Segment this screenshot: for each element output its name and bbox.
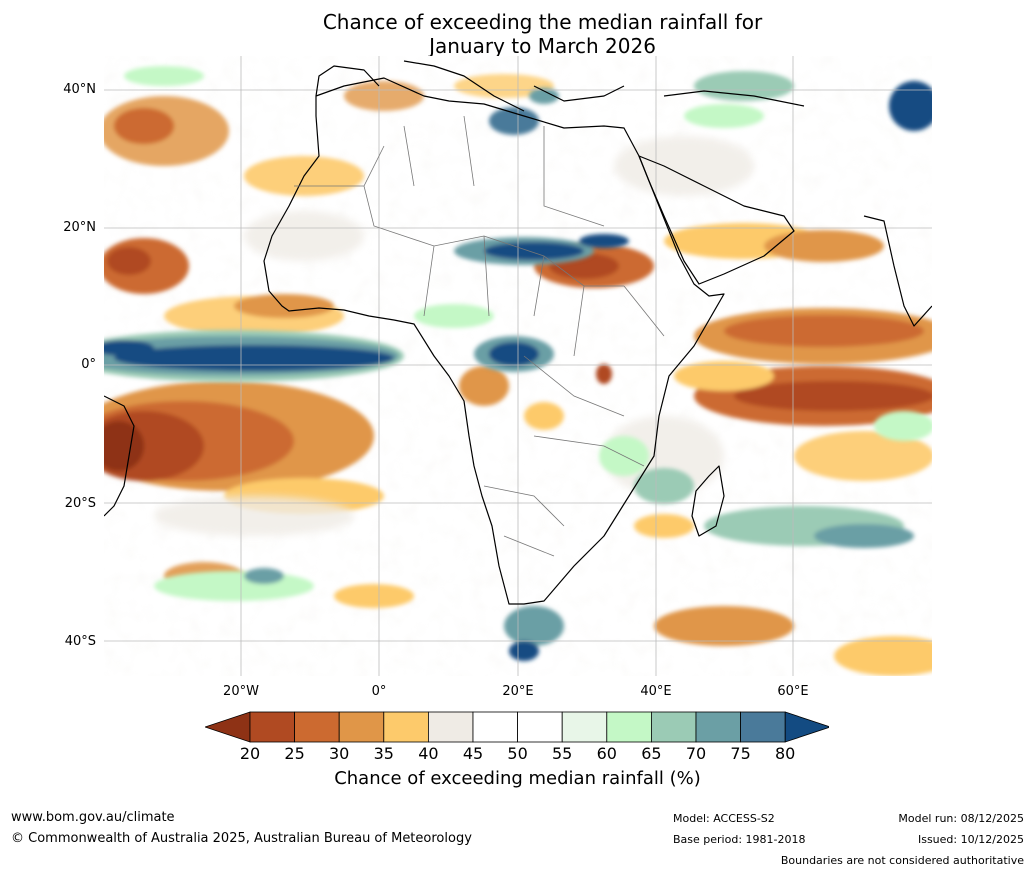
colorbar-segment (472, 711, 518, 743)
lat-label-20s: 20°S (64, 496, 96, 511)
colorbar-segment (561, 711, 608, 743)
title-line-1: Chance of exceeding the median rainfall … (322, 10, 763, 34)
footer-copyright: © Commonwealth of Australia 2025, Austra… (11, 831, 472, 846)
colorbar-segment (294, 711, 340, 743)
colorbar-tick-label: 40 (418, 744, 439, 763)
colorbar-tick-label: 60 (596, 744, 617, 763)
lon-label-20w: 20°W (223, 684, 259, 699)
colorbar-tick-label: 35 (373, 744, 394, 763)
colorbar (205, 711, 829, 743)
colorbar-segment (740, 711, 786, 743)
colorbar-segment (606, 711, 652, 743)
map-canvas (104, 56, 932, 676)
colorbar-segment (383, 711, 429, 743)
country-borders (294, 115, 665, 557)
graticule (104, 56, 932, 676)
colorbar-over-arrow (784, 711, 829, 743)
footer-disclaimer: Boundaries are not considered authoritat… (780, 854, 1024, 867)
lon-label-40e: 40°E (640, 684, 672, 699)
title-line-2: January to March 2026 (429, 34, 656, 58)
colorbar-segment (427, 711, 474, 743)
neutral-regions (154, 136, 754, 536)
colorbar-tick-label: 70 (685, 744, 707, 763)
colorbar-tick-label: 80 (775, 744, 796, 763)
colorbar-under-arrow (205, 711, 251, 743)
footer-website: www.bom.gov.au/climate (11, 810, 175, 825)
colorbar-tick-label: 30 (329, 744, 350, 763)
footer-issued: Issued: 10/12/2025 (917, 833, 1024, 846)
lat-label-20n: 20°N (63, 220, 96, 235)
colorbar-tick-label: 50 (507, 744, 528, 763)
lat-label-40n: 40°N (63, 82, 96, 97)
colorbar-tick-label: 45 (462, 744, 484, 763)
colorbar-segment (650, 711, 697, 743)
colorbar-tick-label: 65 (641, 744, 662, 763)
lat-label-40s: 40°S (64, 634, 96, 649)
lat-label-equator: 0° (81, 357, 96, 372)
colorbar-segment (517, 711, 563, 743)
colorbar-label: Chance of exceeding median rainfall (%) (334, 768, 701, 789)
coastlines (104, 60, 932, 605)
low-rainfall-regions (104, 74, 932, 676)
colorbar-tick-label: 55 (552, 744, 573, 763)
lon-label-0: 0° (371, 684, 387, 699)
colorbar-segment (695, 711, 741, 743)
colorbar-tick-label: 20 (239, 744, 261, 763)
rainfall-map (104, 56, 932, 676)
colorbar-tick-label: 75 (730, 744, 751, 763)
lon-label-60e: 60°E (777, 684, 809, 699)
lon-label-20e: 20°E (502, 684, 534, 699)
footer-base-period: Base period: 1981-2018 (673, 833, 806, 846)
footer-model: Model: ACCESS-S2 (673, 812, 775, 825)
colorbar-segment (249, 711, 295, 743)
map-title: Chance of exceeding the median rainfall … (0, 10, 1035, 58)
high-rainfall-regions (104, 66, 932, 661)
footer-model-run: Model run: 08/12/2025 (898, 812, 1024, 825)
colorbar-tick-label: 25 (284, 744, 305, 763)
colorbar-segment (338, 711, 385, 743)
